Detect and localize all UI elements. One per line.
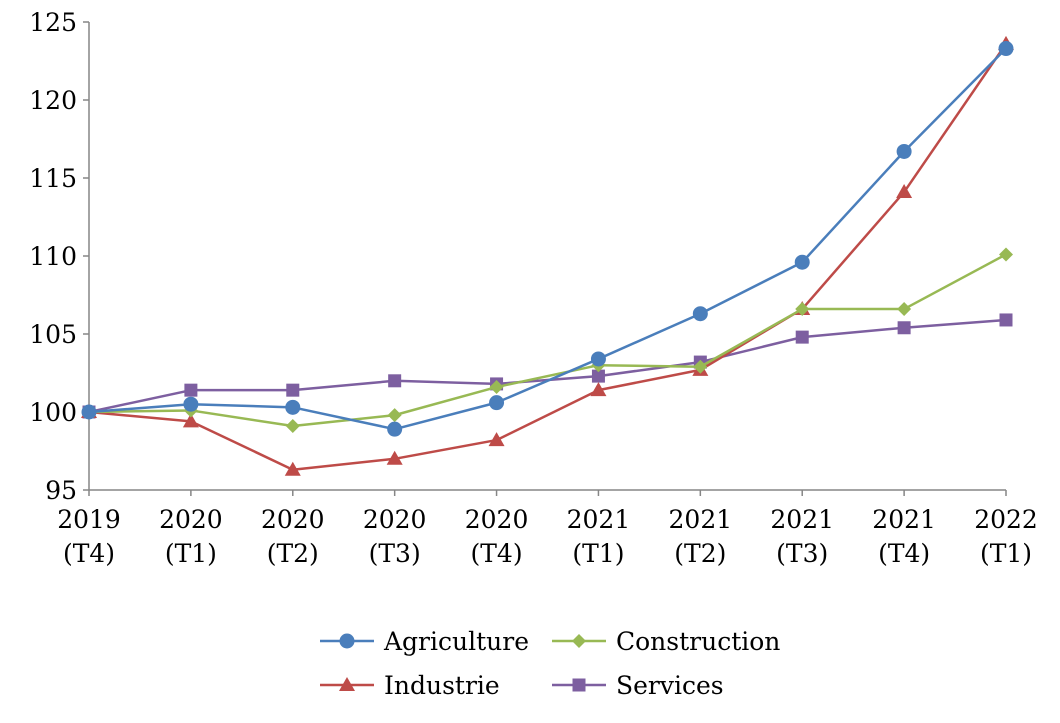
x-tick-label: 2019 (T4) (57, 505, 121, 568)
data-point-construction (897, 302, 912, 317)
series-line-agriculture (88, 47, 1007, 431)
data-point-industrie (488, 432, 505, 447)
x-tick-label: 2020 (T3) (363, 505, 427, 568)
data-point-agriculture (387, 421, 403, 437)
legend-item-services: Services (552, 671, 724, 700)
legend-label-construction: Construction (616, 627, 780, 656)
data-point-industrie (386, 450, 403, 465)
series-line-industrie (88, 43, 1008, 471)
data-point-construction (999, 247, 1013, 262)
x-tick-label-line: (T3) (369, 539, 421, 568)
legend-label-agriculture: Agriculture (383, 627, 529, 656)
data-point-construction (795, 302, 810, 317)
data-point-services (999, 313, 1013, 327)
data-point-services (388, 374, 402, 388)
data-point-construction (489, 380, 504, 395)
x-tick-label: 2020 (T4) (465, 505, 529, 568)
x-tick-label-line: (T1) (980, 539, 1032, 568)
data-point-agriculture (81, 404, 97, 420)
legend-marker-services (572, 678, 586, 692)
x-tick-label-line: (T1) (572, 539, 624, 568)
x-tick-label: 2022 (T1) (974, 505, 1038, 568)
x-tick-label-line: (T4) (471, 539, 523, 568)
legend-label-services: Services (616, 671, 724, 700)
y-tick-label: 125 (29, 8, 77, 37)
series-line-construction (88, 253, 1007, 428)
x-tick-label-line: 2021 (669, 505, 733, 534)
x-tick-label-line: 2020 (261, 505, 325, 534)
x-tick-label: 2021 (T1) (567, 505, 631, 568)
series-layer (81, 35, 1014, 476)
x-tick-label-line: 2020 (363, 505, 427, 534)
data-point-services (897, 321, 911, 335)
data-point-industrie (590, 382, 607, 397)
data-point-construction (693, 359, 708, 374)
y-tick-label: 115 (29, 164, 77, 193)
data-point-agriculture (285, 399, 301, 415)
x-tick-label-line: 2020 (465, 505, 529, 534)
series-services (82, 313, 1013, 419)
x-tick-label-line: 2021 (872, 505, 936, 534)
legend-item-construction: Construction (552, 627, 780, 656)
legend: Agriculture Construction Industrie Services (320, 627, 780, 700)
y-tick-label: 110 (29, 242, 77, 271)
data-point-construction (387, 408, 402, 423)
data-point-agriculture (794, 254, 810, 270)
data-point-industrie (182, 413, 199, 428)
data-point-agriculture (590, 351, 606, 367)
data-point-agriculture (692, 306, 708, 322)
data-point-services (286, 383, 300, 397)
x-tick-label-line: 2021 (567, 505, 631, 534)
legend-label-industrie: Industrie (384, 671, 500, 700)
legend-marker-agriculture (339, 633, 355, 649)
x-tick-label-line: 2021 (770, 505, 834, 534)
y-tick-label: 95 (45, 476, 77, 505)
data-point-agriculture (998, 41, 1014, 57)
x-tick-label-line: (T2) (267, 539, 319, 568)
series-industrie (81, 35, 1014, 476)
data-point-services (795, 330, 809, 344)
x-tick-label: 2021 (T2) (669, 505, 733, 568)
data-point-services (591, 369, 605, 383)
x-tick-label: 2021 (T3) (770, 505, 834, 568)
data-point-agriculture (896, 143, 912, 159)
x-tick-label-line: (T3) (776, 539, 828, 568)
data-point-agriculture (489, 395, 505, 411)
series-line-services (88, 318, 1007, 414)
x-tick-label-line: 2019 (57, 505, 121, 534)
legend-item-agriculture: Agriculture (320, 627, 529, 656)
x-tick-label-line: (T2) (674, 539, 726, 568)
y-tick-label: 100 (29, 398, 77, 427)
x-tick-label: 2020 (T2) (261, 505, 325, 568)
legend-marker-construction (572, 634, 586, 648)
y-tick-label: 120 (29, 86, 77, 115)
x-tick-label-line: 2022 (974, 505, 1038, 534)
x-tick-label-line: (T4) (63, 539, 115, 568)
y-tick-label: 105 (29, 320, 77, 349)
data-point-services (184, 383, 198, 397)
x-tick-label: 2020 (T1) (159, 505, 223, 568)
x-tick-label-line: 2020 (159, 505, 223, 534)
legend-item-industrie: Industrie (320, 671, 500, 700)
x-tick-label-line: (T4) (878, 539, 930, 568)
data-point-construction (285, 419, 300, 434)
series-agriculture (81, 41, 1014, 437)
legend-marker-industrie (339, 677, 355, 691)
data-point-industrie (896, 184, 913, 199)
data-point-agriculture (183, 396, 199, 412)
x-tick-label: 2021 (T4) (872, 505, 936, 568)
data-point-industrie (284, 461, 301, 476)
x-tick-label-line: (T1) (165, 539, 217, 568)
